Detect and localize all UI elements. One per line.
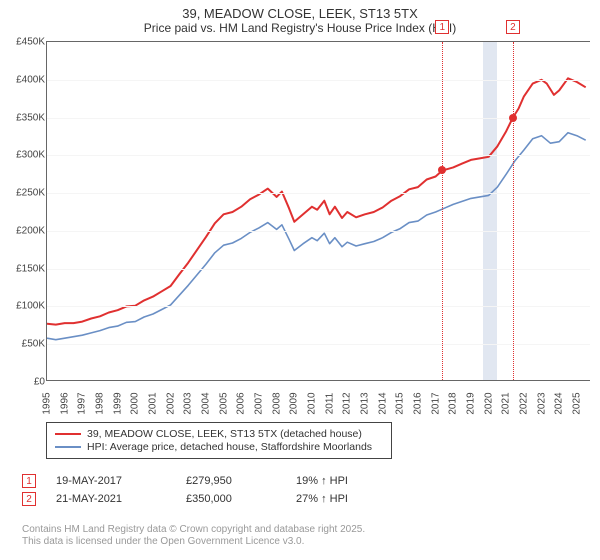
x-axis-label: 2004 xyxy=(200,389,211,419)
y-axis-label: £450K xyxy=(1,37,45,48)
transaction-price: £279,950 xyxy=(186,475,296,487)
x-axis-label: 2025 xyxy=(571,389,582,419)
table-row: 1 19-MAY-2017 £279,950 19% ↑ HPI xyxy=(22,474,396,488)
legend-item: 39, MEADOW CLOSE, LEEK, ST13 5TX (detach… xyxy=(55,428,383,440)
transaction-pct: 19% ↑ HPI xyxy=(296,475,396,487)
x-axis-label: 2010 xyxy=(306,389,317,419)
x-axis-label: 2021 xyxy=(501,389,512,419)
transaction-pct: 27% ↑ HPI xyxy=(296,493,396,505)
x-axis-label: 1997 xyxy=(77,389,88,419)
legend-item: HPI: Average price, detached house, Staf… xyxy=(55,441,383,453)
marker-guideline xyxy=(513,42,514,380)
legend-swatch xyxy=(55,433,81,435)
x-axis-label: 2024 xyxy=(554,389,565,419)
x-axis-label: 2022 xyxy=(518,389,529,419)
x-axis-label: 2008 xyxy=(271,389,282,419)
x-axis-label: 1999 xyxy=(112,389,123,419)
transactions-table: 1 19-MAY-2017 £279,950 19% ↑ HPI 2 21-MA… xyxy=(22,470,396,510)
x-axis-label: 2015 xyxy=(395,389,406,419)
x-axis-label: 2023 xyxy=(536,389,547,419)
marker-label-icon: 1 xyxy=(435,20,449,34)
x-axis-label: 2007 xyxy=(253,389,264,419)
y-axis-label: £350K xyxy=(1,112,45,123)
y-axis-label: £200K xyxy=(1,225,45,236)
legend-swatch xyxy=(55,446,81,448)
y-axis-label: £250K xyxy=(1,188,45,199)
attribution-line: Contains HM Land Registry data © Crown c… xyxy=(22,524,365,536)
line-canvas xyxy=(47,42,591,382)
series-price_paid xyxy=(47,78,586,324)
attribution-line: This data is licensed under the Open Gov… xyxy=(22,536,365,548)
y-axis-label: £100K xyxy=(1,301,45,312)
marker-guideline xyxy=(442,42,443,380)
x-axis-label: 2009 xyxy=(289,389,300,419)
x-axis-label: 2014 xyxy=(377,389,388,419)
x-axis-label: 2005 xyxy=(218,389,229,419)
x-axis-label: 2011 xyxy=(324,389,335,419)
marker-label-icon: 2 xyxy=(506,20,520,34)
transaction-date: 19-MAY-2017 xyxy=(56,475,186,487)
x-axis-label: 2020 xyxy=(483,389,494,419)
transaction-price: £350,000 xyxy=(186,493,296,505)
x-axis-label: 1996 xyxy=(59,389,70,419)
x-axis-label: 2012 xyxy=(342,389,353,419)
x-axis-label: 2002 xyxy=(165,389,176,419)
x-axis-label: 2013 xyxy=(359,389,370,419)
y-axis-label: £300K xyxy=(1,150,45,161)
plot-area: £0£50K£100K£150K£200K£250K£300K£350K£400… xyxy=(46,41,590,381)
transaction-marker-icon: 1 xyxy=(22,474,36,488)
x-axis-label: 2018 xyxy=(448,389,459,419)
marker-dot-icon xyxy=(438,166,446,174)
y-axis-label: £0 xyxy=(1,377,45,388)
x-axis-label: 1998 xyxy=(94,389,105,419)
x-axis-label: 2019 xyxy=(465,389,476,419)
x-axis-label: 2017 xyxy=(430,389,441,419)
marker-dot-icon xyxy=(509,114,517,122)
x-axis-label: 1995 xyxy=(42,389,53,419)
y-axis-label: £50K xyxy=(1,339,45,350)
x-axis-label: 2003 xyxy=(183,389,194,419)
table-row: 2 21-MAY-2021 £350,000 27% ↑ HPI xyxy=(22,492,396,506)
y-axis-label: £150K xyxy=(1,263,45,274)
chart-title: 39, MEADOW CLOSE, LEEK, ST13 5TX xyxy=(0,6,600,21)
y-axis-label: £400K xyxy=(1,74,45,85)
legend-label: HPI: Average price, detached house, Staf… xyxy=(87,441,372,453)
transaction-marker-icon: 2 xyxy=(22,492,36,506)
transaction-date: 21-MAY-2021 xyxy=(56,493,186,505)
chart-container: 39, MEADOW CLOSE, LEEK, ST13 5TX Price p… xyxy=(0,0,600,381)
x-axis-label: 2001 xyxy=(147,389,158,419)
legend: 39, MEADOW CLOSE, LEEK, ST13 5TX (detach… xyxy=(46,422,392,459)
x-axis-label: 2000 xyxy=(130,389,141,419)
legend-label: 39, MEADOW CLOSE, LEEK, ST13 5TX (detach… xyxy=(87,428,362,440)
series-hpi xyxy=(47,133,586,340)
attribution: Contains HM Land Registry data © Crown c… xyxy=(22,524,365,548)
x-axis-label: 2006 xyxy=(236,389,247,419)
x-axis-label: 2016 xyxy=(412,389,423,419)
